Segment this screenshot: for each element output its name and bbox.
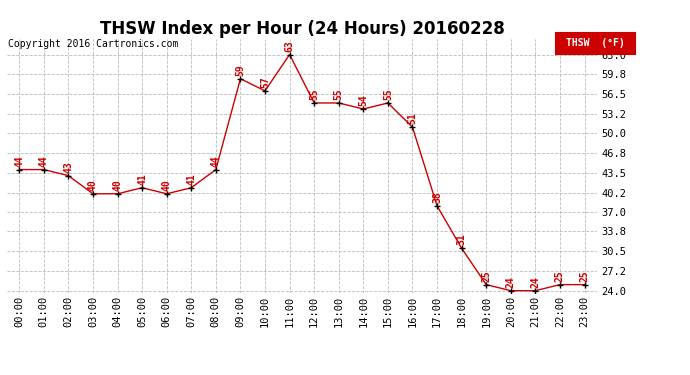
Text: 24: 24 [531, 276, 540, 288]
Text: 57: 57 [260, 76, 270, 88]
Text: 24: 24 [506, 276, 516, 288]
Text: 40: 40 [161, 179, 172, 191]
Text: 41: 41 [186, 173, 196, 185]
Text: 54: 54 [358, 94, 368, 106]
Text: 55: 55 [334, 88, 344, 100]
Text: 40: 40 [88, 179, 98, 191]
Text: 44: 44 [39, 155, 49, 167]
Text: 55: 55 [383, 88, 393, 100]
Text: 44: 44 [14, 155, 24, 167]
Text: THSW  (°F): THSW (°F) [566, 38, 624, 48]
Text: 38: 38 [432, 191, 442, 203]
Text: 55: 55 [309, 88, 319, 100]
Text: Copyright 2016 Cartronics.com: Copyright 2016 Cartronics.com [8, 39, 179, 50]
Title: THSW Index per Hour (24 Hours) 20160228: THSW Index per Hour (24 Hours) 20160228 [99, 20, 504, 38]
Text: 59: 59 [235, 64, 246, 76]
Text: 63: 63 [284, 40, 295, 52]
Text: 51: 51 [408, 112, 417, 125]
Text: 44: 44 [211, 155, 221, 167]
Text: 25: 25 [481, 270, 491, 282]
Text: 25: 25 [555, 270, 565, 282]
Text: 43: 43 [63, 161, 73, 173]
Text: 41: 41 [137, 173, 147, 185]
Text: 25: 25 [580, 270, 589, 282]
Text: 31: 31 [457, 234, 466, 246]
Text: 40: 40 [112, 179, 123, 191]
